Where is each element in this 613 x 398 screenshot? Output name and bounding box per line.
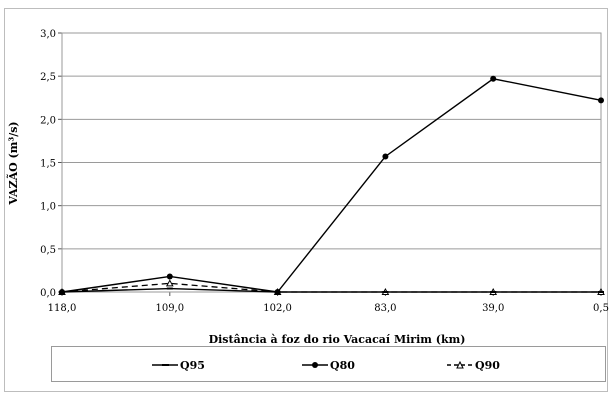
y-tick-label: 2,5 xyxy=(40,72,56,83)
legend-label-q90: Q90 xyxy=(475,358,500,372)
series-line-q95 xyxy=(61,287,601,293)
point-q95 xyxy=(382,291,389,293)
legend-line-triangle-icon xyxy=(447,360,473,369)
x-axis-label: Distância à foz do rio Vacacaí Mirim (km… xyxy=(209,333,466,346)
point-q80 xyxy=(382,153,389,160)
point-q80 xyxy=(166,273,173,280)
point-q80 xyxy=(274,289,281,295)
y-tick-label: 3,0 xyxy=(40,29,56,40)
legend-line-dash-icon xyxy=(152,364,178,366)
x-tick-label: 102,0 xyxy=(263,303,292,314)
gridlines xyxy=(58,32,602,296)
point-q95 xyxy=(490,291,497,293)
x-tick-label: 109,0 xyxy=(155,303,184,314)
series-line-q90 xyxy=(61,282,601,293)
point-q80 xyxy=(598,97,604,104)
legend-label-q80: Q80 xyxy=(330,358,355,372)
series-lines xyxy=(58,75,605,295)
point-q80 xyxy=(59,289,65,295)
y-axis-label: VAZÃO (m³/s) xyxy=(6,121,20,205)
x-tick-label: 118,0 xyxy=(48,303,77,314)
legend-item-q80: Q80 xyxy=(302,357,355,373)
point-q80 xyxy=(490,75,497,82)
legend-label-q95: Q95 xyxy=(180,358,205,372)
y-tick-labels: 0,0 0,5 1,0 1,5 2,0 2,5 3,0 xyxy=(40,29,56,299)
chart-frame xyxy=(4,8,608,392)
legend-line-circle-icon xyxy=(302,362,328,368)
point-q95 xyxy=(166,287,173,290)
series-line-q80 xyxy=(61,78,602,293)
y-tick-label: 0,0 xyxy=(40,288,56,299)
point-q95 xyxy=(598,291,604,293)
y-tick-label: 2,0 xyxy=(40,115,56,126)
legend-item-q90: Q90 xyxy=(447,357,500,373)
x-tick-label: 39,0 xyxy=(482,303,504,314)
y-tick-label: 1,0 xyxy=(40,202,56,213)
x-tick-label: 83,0 xyxy=(374,303,396,314)
legend: Q95 Q80 Q90 xyxy=(51,346,606,382)
x-tick-label: 0,5 xyxy=(593,303,609,314)
legend-item-q95: Q95 xyxy=(152,357,205,373)
x-tick-labels: 118,0 109,0 102,0 83,0 39,0 0,5 xyxy=(48,303,609,314)
y-tick-label: 1,5 xyxy=(40,159,56,170)
point-q90 xyxy=(165,279,174,287)
y-tick-label: 0,5 xyxy=(40,245,56,256)
